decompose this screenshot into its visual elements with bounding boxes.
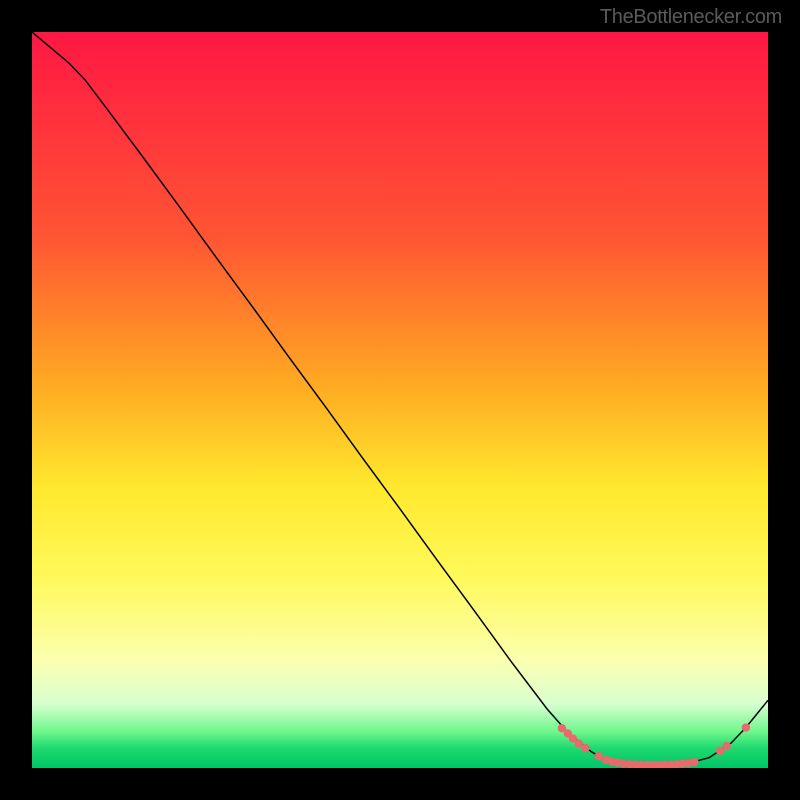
watermark-text: TheBottlenecker.com [600, 6, 782, 29]
marker-dot [581, 744, 589, 752]
chart-gradient-background [32, 32, 768, 768]
marker-dot [723, 742, 731, 750]
marker-dot [716, 747, 724, 755]
marker-dot [690, 758, 698, 766]
bottleneck-chart [32, 32, 768, 768]
marker-dot [742, 723, 750, 731]
marker-dot [595, 752, 603, 760]
